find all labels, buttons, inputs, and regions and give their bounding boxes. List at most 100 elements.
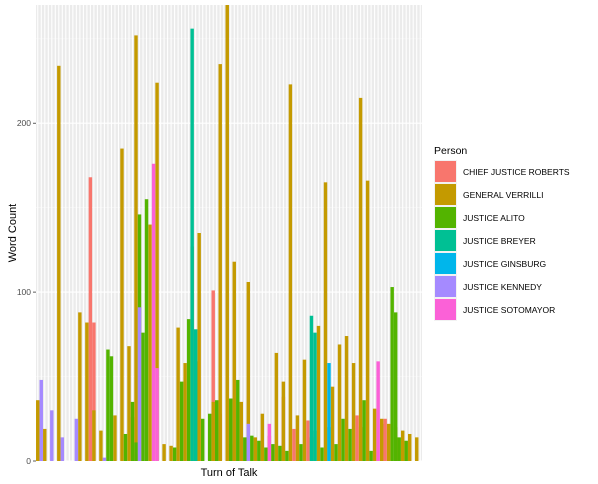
panel-background [36, 5, 422, 461]
legend-label: GENERAL VERRILLI [463, 190, 543, 200]
bar [218, 64, 222, 461]
bar [278, 445, 282, 461]
bar [176, 327, 180, 461]
bar [344, 336, 349, 461]
bar [127, 346, 131, 461]
bar [57, 65, 61, 462]
bar [186, 319, 191, 461]
bar [330, 386, 335, 461]
bar [274, 352, 279, 461]
bar [415, 437, 419, 461]
legend-label: JUSTICE KENNEDY [463, 282, 542, 292]
bar [260, 413, 265, 461]
bar [207, 413, 212, 461]
bar [113, 415, 117, 461]
y-tick-label: 200 [17, 118, 31, 128]
legend-label: JUSTICE SOTOMAYOR [463, 305, 555, 315]
bar [183, 363, 187, 461]
bar [193, 329, 198, 461]
bar [397, 437, 401, 461]
bar [271, 444, 275, 461]
legend-label: JUSTICE BREYER [463, 236, 536, 246]
bar [151, 163, 156, 461]
legend-key [435, 276, 456, 297]
bar [214, 400, 219, 461]
bar [243, 437, 247, 461]
bar [257, 440, 261, 461]
legend-key [435, 299, 456, 320]
bar [197, 233, 201, 461]
legend-label: JUSTICE ALITO [463, 213, 525, 223]
bar [141, 332, 145, 461]
bar [337, 344, 342, 461]
grid-minor [36, 38, 422, 377]
bar [302, 359, 307, 461]
y-axis-ticks: 0 100 200 [17, 118, 36, 466]
bar [172, 447, 177, 461]
bar [78, 312, 82, 461]
bar [390, 287, 394, 461]
bar [123, 433, 128, 461]
bar [383, 418, 387, 461]
bar [92, 410, 96, 461]
bar [134, 442, 138, 461]
y-tick-label: 0 [26, 456, 31, 466]
bar [264, 447, 268, 461]
bar [211, 401, 215, 461]
bar [376, 361, 380, 461]
bar [179, 381, 184, 461]
bar [323, 182, 328, 462]
bar [155, 368, 159, 461]
bar [60, 437, 65, 461]
bar [306, 420, 310, 461]
bar [120, 148, 124, 462]
bar [130, 401, 135, 461]
legend-key [435, 207, 456, 228]
x-axis-title: Turn of Talk [201, 467, 258, 479]
bar [341, 418, 345, 461]
bar [253, 437, 258, 461]
bar [211, 290, 215, 461]
bar [236, 379, 240, 461]
bar [229, 398, 233, 461]
bar [225, 5, 229, 461]
bar [365, 180, 370, 461]
bar [281, 381, 286, 461]
bar [404, 440, 408, 461]
bar [106, 349, 110, 461]
bar [134, 35, 138, 462]
bar [327, 363, 331, 461]
bar [200, 418, 205, 461]
legend-key [435, 161, 456, 182]
bar [36, 400, 40, 461]
bar [43, 428, 47, 461]
bar [250, 435, 254, 461]
legend-label: JUSTICE GINSBURG [463, 259, 546, 269]
bar [393, 312, 398, 461]
bar [379, 418, 384, 461]
legend-key [435, 230, 456, 251]
bar [386, 423, 391, 461]
bars [36, 5, 419, 462]
bar [316, 325, 321, 461]
bar [351, 363, 356, 461]
bar [50, 410, 54, 461]
bar [334, 444, 338, 461]
legend-key [435, 253, 456, 274]
bar [400, 430, 405, 461]
bar [362, 400, 366, 461]
bar [148, 224, 152, 461]
bar [39, 379, 43, 461]
bar [288, 84, 293, 461]
bar [348, 428, 352, 461]
bar [292, 428, 296, 461]
bar [372, 408, 377, 461]
legend: Person CHIEF JUSTICE ROBERTS GENERAL VERR… [434, 145, 570, 321]
bar [74, 418, 79, 461]
bar [299, 444, 303, 461]
bar [169, 445, 173, 461]
bar [267, 423, 272, 461]
legend-label: CHIEF JUSTICE ROBERTS [463, 167, 570, 177]
bar [190, 28, 194, 462]
